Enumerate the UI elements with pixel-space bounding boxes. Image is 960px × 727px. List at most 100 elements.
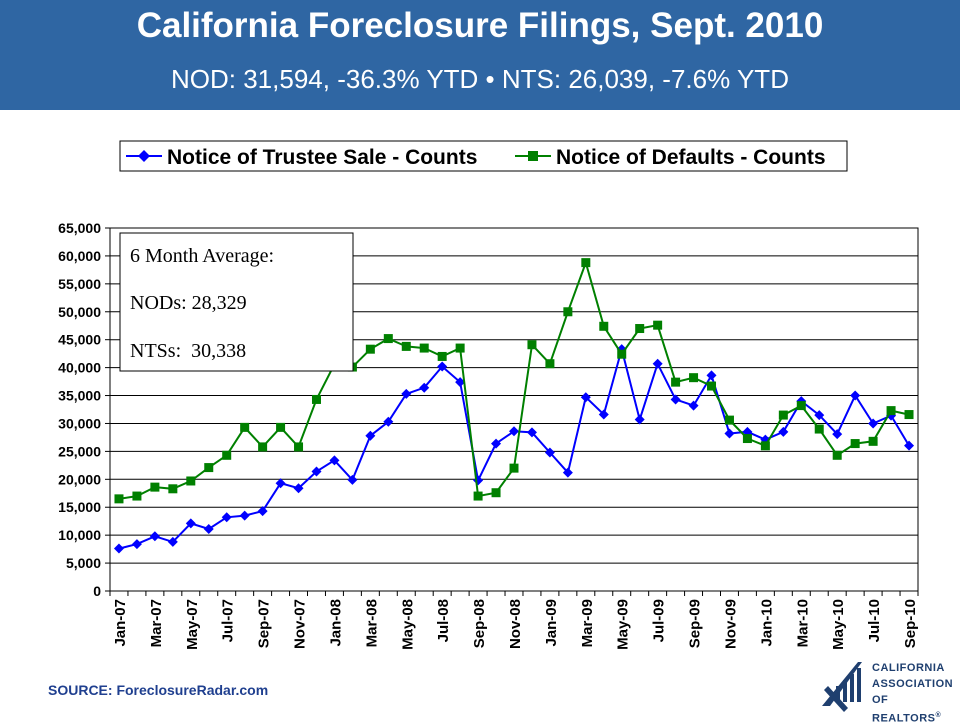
- y-axis: 0 5,000 10,000 15,000 20,000 25,000 30,000 35,0…: [58, 220, 110, 599]
- data-point-nts: [257, 506, 268, 517]
- data-point-nts: [670, 394, 681, 405]
- annotation-nts-average: NTSs: 30,338: [130, 340, 246, 362]
- data-point-nod: [491, 488, 501, 498]
- data-point-nts: [814, 410, 825, 421]
- data-point-nod: [760, 441, 770, 451]
- data-point-nts: [634, 414, 645, 425]
- data-point-nts: [509, 426, 519, 437]
- data-point-nod: [742, 434, 752, 444]
- data-point-nod: [886, 406, 896, 416]
- data-point-nod: [545, 359, 555, 369]
- data-point-nod: [311, 394, 321, 404]
- data-point-nts: [293, 483, 304, 494]
- data-point-nts: [401, 388, 412, 399]
- x-tick-label: Jan-07: [112, 599, 129, 647]
- y-tick-label: 45,000: [58, 332, 101, 348]
- data-point-nts: [491, 438, 502, 449]
- x-tick-label: May-09: [615, 599, 632, 650]
- data-point-nod: [814, 424, 824, 434]
- data-point-nod: [168, 484, 178, 494]
- data-point-nts: [904, 440, 915, 451]
- data-point-nod: [473, 491, 483, 501]
- y-tick-label: 55,000: [58, 276, 101, 292]
- y-tick-label: 0: [93, 583, 101, 599]
- data-point-nod: [563, 307, 573, 317]
- x-tick-label: Mar-08: [363, 599, 380, 647]
- logo-line-1: CALIFORNIA: [872, 662, 945, 674]
- source-note: SOURCE: ForeclosureRadar.com: [48, 682, 269, 698]
- y-tick-label: 40,000: [58, 360, 101, 376]
- data-point-nts: [706, 370, 717, 381]
- x-tick-label: Jul-09: [651, 599, 668, 642]
- data-point-nod: [132, 491, 142, 501]
- data-point-nts: [544, 447, 555, 458]
- data-point-nts: [347, 474, 358, 485]
- x-tick-label: May-10: [830, 599, 847, 650]
- annotation-heading: 6 Month Average:: [130, 245, 274, 267]
- data-point-nts: [526, 427, 537, 438]
- legend-square-marker: [528, 151, 538, 161]
- data-point-nod: [617, 349, 627, 359]
- x-tick-label: Mar-09: [579, 599, 596, 647]
- data-point-nts: [239, 510, 250, 521]
- data-point-nod: [240, 422, 250, 432]
- data-point-nts: [311, 466, 322, 477]
- data-point-nod: [294, 442, 304, 452]
- data-point-nod: [437, 351, 447, 361]
- line-chart: Notice of Trustee Sale - Counts Notice o…: [58, 140, 919, 650]
- data-point-nod: [689, 373, 699, 383]
- legend-label-nts: Notice of Trustee Sale - Counts: [167, 146, 477, 169]
- header-banner: California Foreclosure Filings, Sept. 20…: [0, 0, 960, 110]
- y-tick-label: 15,000: [58, 499, 101, 515]
- data-point-nod: [365, 344, 375, 354]
- legend-diamond-marker: [138, 150, 150, 162]
- data-point-nod: [653, 320, 663, 330]
- data-point-nts: [149, 531, 160, 542]
- data-point-nts: [329, 455, 340, 466]
- plot-area: [109, 227, 919, 592]
- car-logo: CALIFORNIA ASSOCIATION OF REALTORS®: [818, 656, 954, 725]
- data-point-nod: [581, 258, 591, 268]
- data-point-nts: [383, 416, 394, 427]
- x-tick-label: Jan-09: [543, 599, 560, 647]
- data-point-nts: [832, 429, 843, 440]
- y-tick-label: 10,000: [58, 527, 101, 543]
- data-point-nts: [365, 430, 376, 441]
- data-point-nod: [599, 321, 609, 331]
- data-point-nod: [383, 334, 393, 344]
- data-point-nts: [131, 539, 142, 550]
- x-tick-label: Mar-07: [148, 599, 165, 647]
- y-tick-label: 30,000: [58, 415, 101, 431]
- data-point-nts: [724, 428, 735, 439]
- x-tick-label: Sep-09: [687, 599, 704, 648]
- data-point-nod: [114, 494, 124, 504]
- data-point-nod: [455, 343, 465, 353]
- data-point-nts: [113, 543, 124, 554]
- data-point-nts: [778, 426, 789, 437]
- y-tick-label: 20,000: [58, 471, 101, 487]
- logo-line-2: ASSOCIATION: [872, 678, 954, 690]
- average-annotation-box: 6 Month Average: NODs: 28,329 NTSs: 30,3…: [119, 232, 354, 372]
- logo-line-3: OF REALTORS: [872, 694, 936, 725]
- data-point-nts: [598, 409, 609, 420]
- data-point-nod: [724, 415, 734, 425]
- page-subtitle: NOD: 31,594, -36.3% YTD • NTS: 26,039, -…: [171, 64, 789, 94]
- data-point-nod: [527, 340, 537, 350]
- data-point-nod: [778, 410, 788, 420]
- x-tick-label: Nov-07: [292, 599, 309, 649]
- y-tick-label: 25,000: [58, 443, 101, 459]
- x-axis: Jan-07 Mar-07 May-07 Jul-07 Sep-07 Nov-07 Jan-…: [109, 591, 919, 650]
- x-tick-label: Jul-07: [220, 599, 237, 642]
- x-tick-label: Jan-08: [327, 599, 344, 647]
- logo-registered-mark: ®: [935, 712, 942, 719]
- data-point-nts: [167, 536, 178, 547]
- data-point-nod: [635, 324, 645, 334]
- data-point-nod: [419, 343, 429, 353]
- data-point-nod: [276, 422, 286, 432]
- data-point-nts: [580, 392, 591, 403]
- data-point-nod: [671, 377, 681, 387]
- data-point-nod: [222, 450, 232, 460]
- data-point-nod: [204, 463, 214, 473]
- chart-legend: Notice of Trustee Sale - Counts Notice o…: [119, 140, 848, 172]
- x-tick-label: Sep-08: [471, 599, 488, 648]
